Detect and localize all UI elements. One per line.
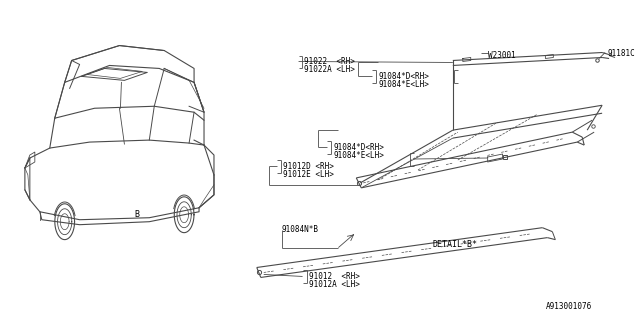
- Text: 91012  <RH>: 91012 <RH>: [308, 272, 360, 282]
- Text: 91022A <LH>: 91022A <LH>: [303, 66, 355, 75]
- Text: B: B: [135, 210, 140, 219]
- Text: 91022  <RH>: 91022 <RH>: [303, 58, 355, 67]
- Text: A913001076: A913001076: [546, 302, 592, 311]
- Text: 91084N*B: 91084N*B: [282, 225, 319, 234]
- Text: 91084*E<LH>: 91084*E<LH>: [333, 151, 384, 160]
- Text: 91084*E<LH>: 91084*E<LH>: [378, 80, 429, 89]
- Text: 91084*D<RH>: 91084*D<RH>: [333, 143, 384, 152]
- Text: 91012E <LH>: 91012E <LH>: [283, 170, 333, 179]
- Text: DETAIL*B*: DETAIL*B*: [433, 240, 478, 249]
- Text: W23001: W23001: [488, 51, 515, 60]
- Text: 91012D <RH>: 91012D <RH>: [283, 162, 333, 171]
- Text: 91181C: 91181C: [607, 49, 635, 58]
- Text: 91084*D<RH>: 91084*D<RH>: [378, 72, 429, 81]
- Text: 91012A <LH>: 91012A <LH>: [308, 280, 360, 289]
